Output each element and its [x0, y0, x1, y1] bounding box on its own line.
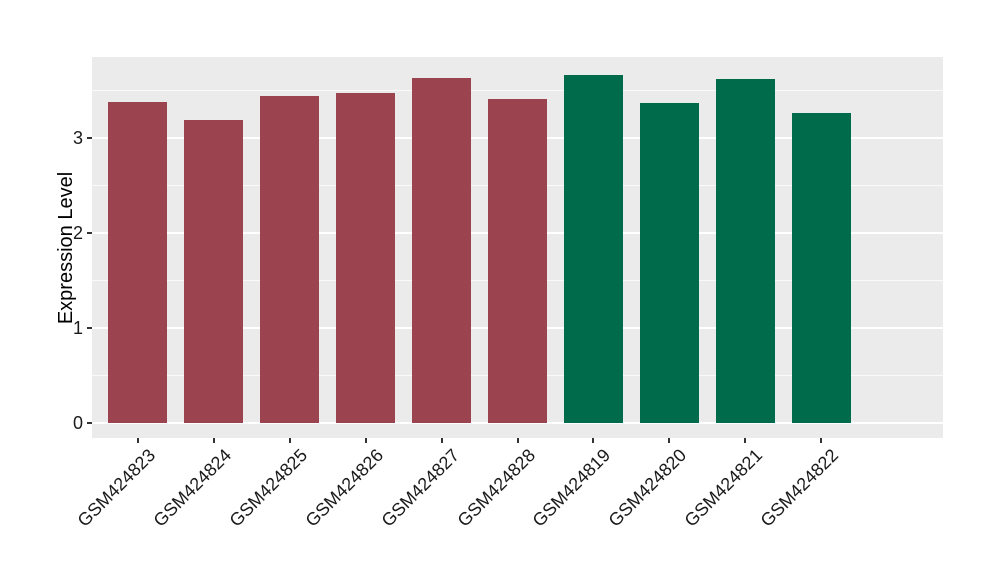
bar-GSM424828: [488, 98, 547, 423]
x-tick-label: GSM424819: [528, 445, 615, 531]
y-tick-mark: [87, 231, 92, 234]
bar-GSM424822: [791, 113, 851, 423]
x-tick-label: GSM424828: [453, 445, 539, 531]
gridline-minor: [92, 89, 943, 91]
y-tick-label: 0: [72, 412, 83, 433]
y-tick-label: 1: [72, 317, 83, 338]
x-tick-mark: [668, 438, 671, 443]
y-tick-mark: [87, 136, 92, 139]
x-tick-label: GSM424820: [604, 445, 691, 531]
bar-GSM424823: [108, 101, 168, 423]
x-tick-label: GSM424825: [225, 445, 311, 531]
y-tick-label: 2: [72, 222, 83, 243]
bar-GSM424820: [639, 102, 699, 423]
y-tick-mark: [87, 326, 92, 329]
bar-GSM424821: [715, 78, 775, 423]
x-tick-label: GSM424827: [377, 445, 463, 531]
gridline-major: [92, 421, 943, 424]
bar-GSM424824: [184, 119, 244, 423]
x-tick-mark: [136, 438, 139, 443]
x-tick-label: GSM424822: [756, 445, 843, 531]
x-tick-mark: [288, 438, 291, 443]
bar-GSM424819: [563, 75, 623, 423]
x-tick-mark: [744, 438, 747, 443]
x-tick-mark: [440, 438, 443, 443]
x-tick-label: GSM424824: [149, 445, 235, 531]
x-tick-mark: [516, 438, 519, 443]
bar-GSM424826: [336, 93, 396, 423]
x-tick-label: GSM424821: [680, 445, 767, 531]
bar-GSM424825: [260, 95, 320, 423]
bar-GSM424827: [412, 77, 472, 423]
y-tick-label: 3: [72, 127, 83, 148]
y-axis-title: Expression Level: [55, 171, 77, 324]
x-tick-mark: [364, 438, 367, 443]
y-tick-mark: [87, 421, 92, 424]
x-tick-mark: [820, 438, 823, 443]
x-tick-label: GSM424826: [301, 445, 387, 531]
x-tick-label: GSM424823: [73, 445, 159, 531]
x-tick-mark: [592, 438, 595, 443]
x-tick-mark: [212, 438, 215, 443]
